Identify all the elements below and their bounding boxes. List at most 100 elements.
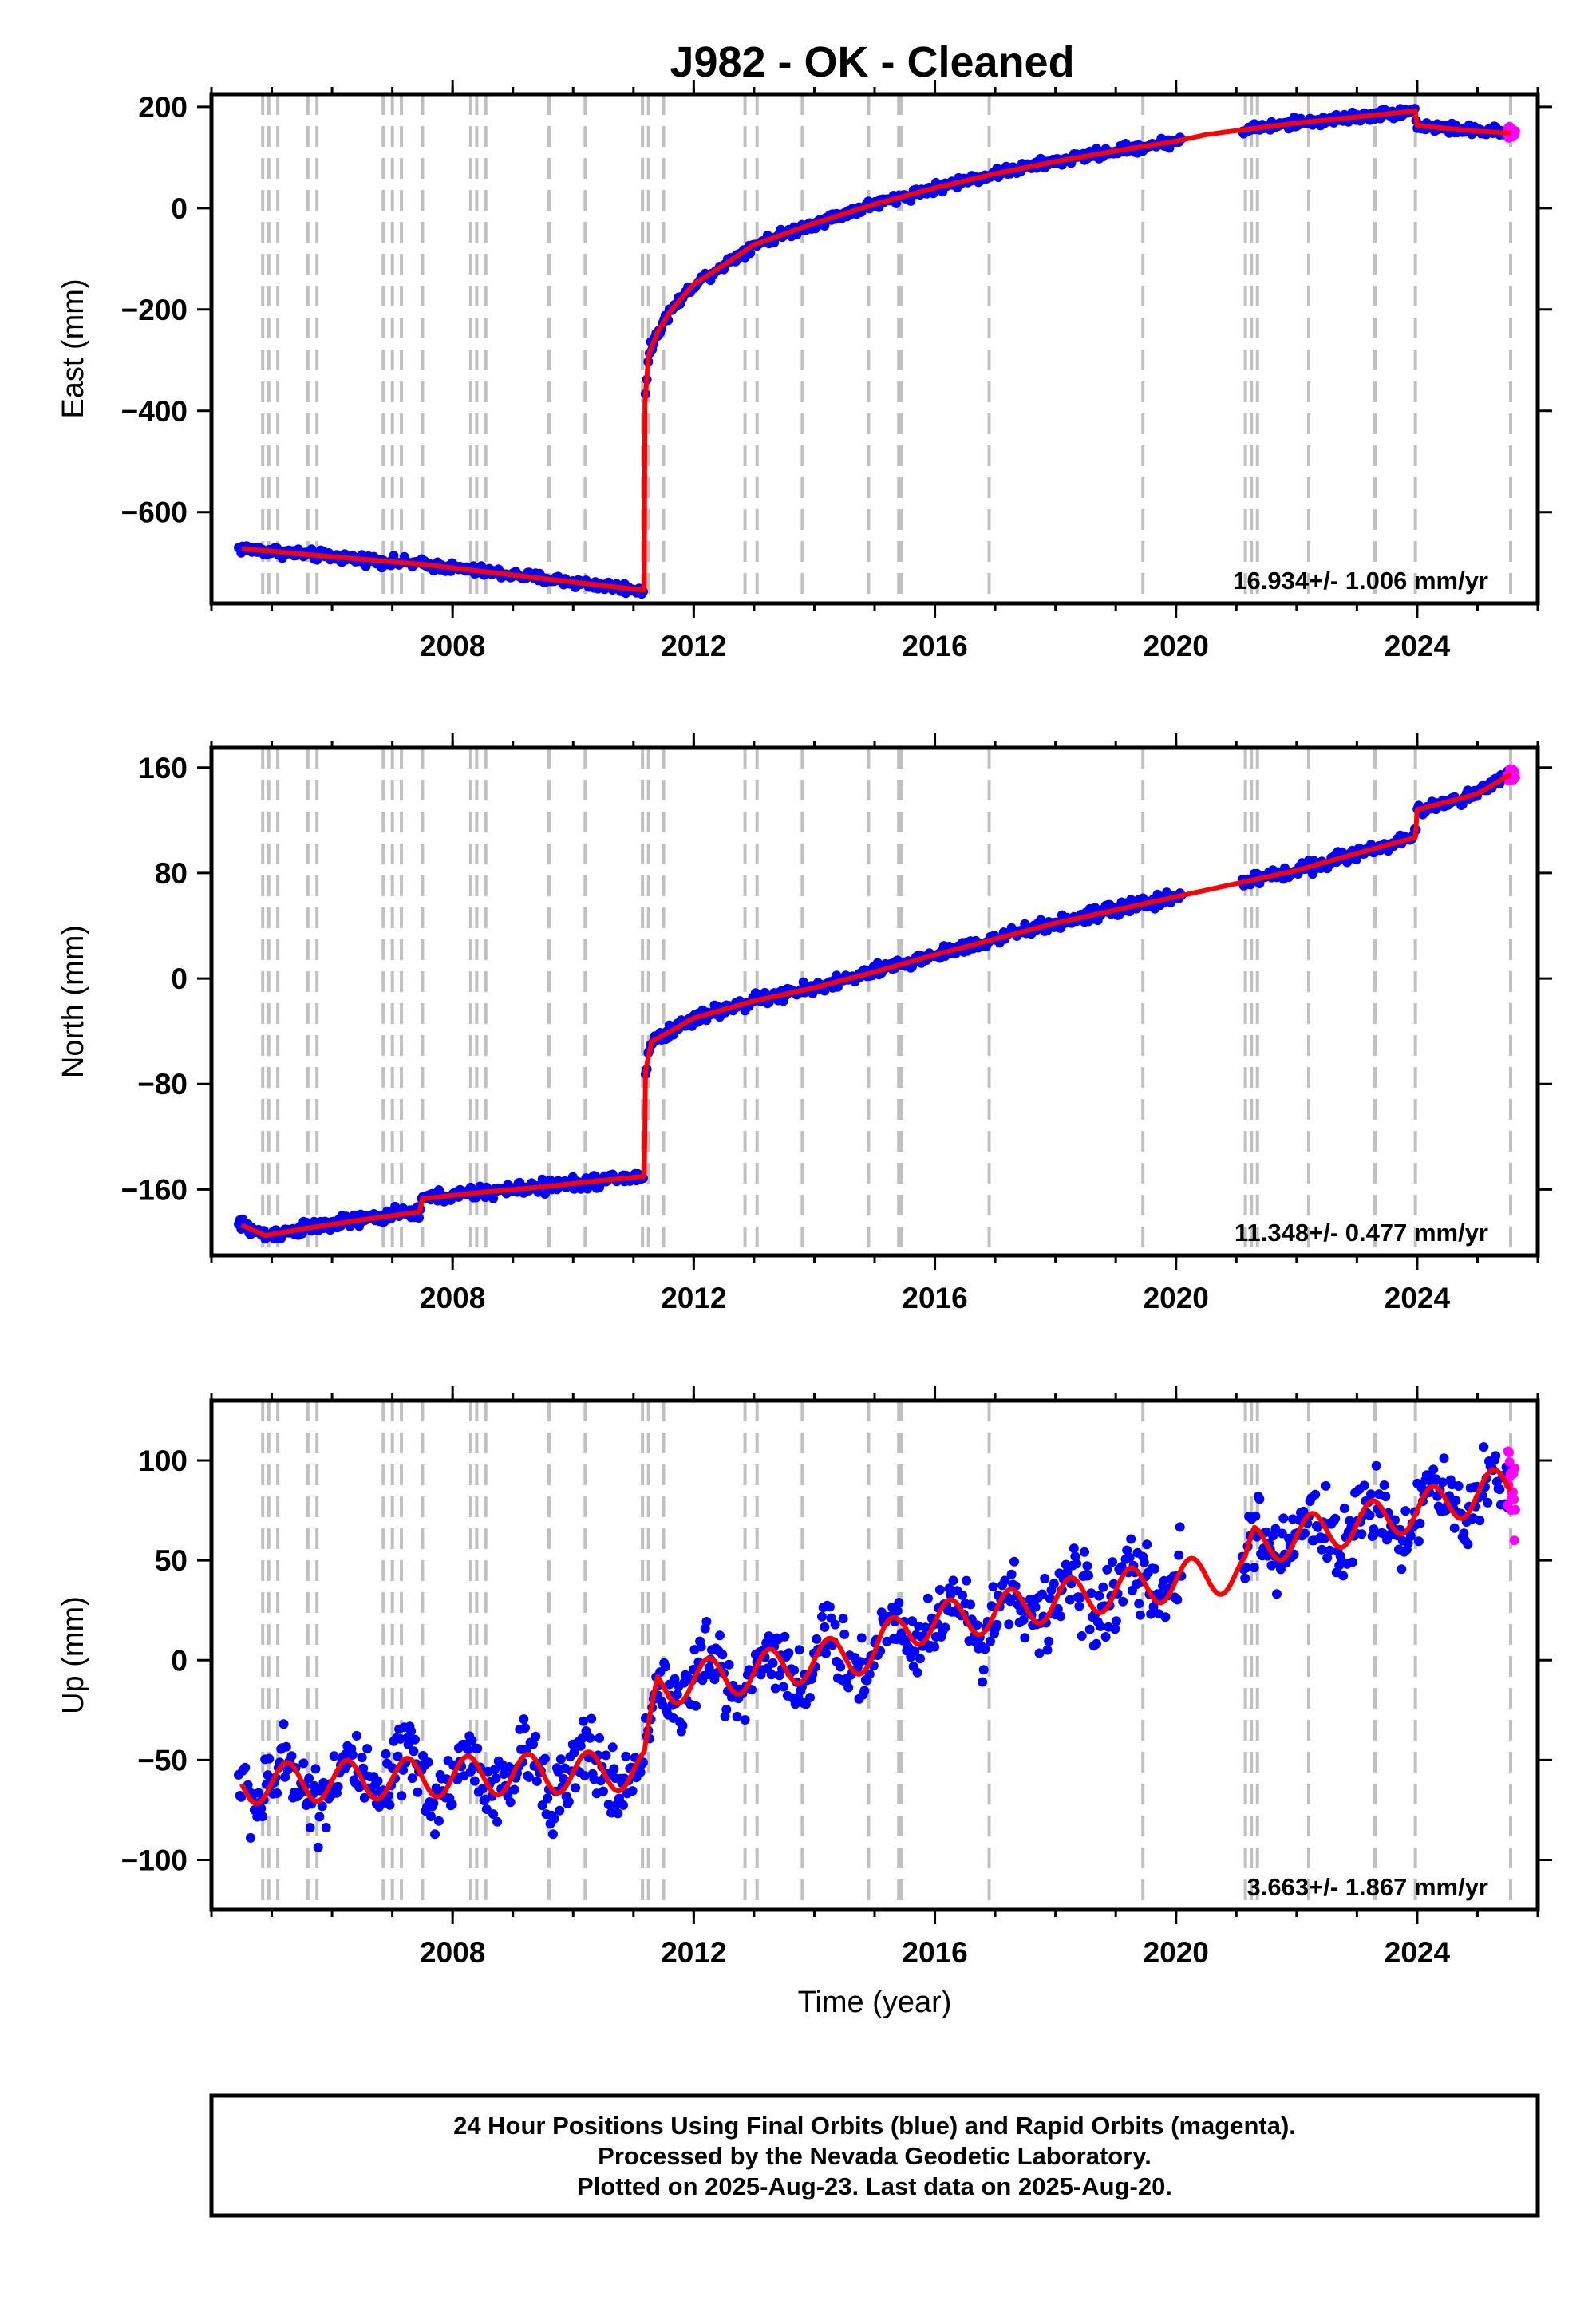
data-point bbox=[912, 1667, 922, 1678]
data-point bbox=[549, 1813, 559, 1824]
data-point bbox=[1174, 1550, 1184, 1560]
data-point bbox=[519, 1714, 529, 1725]
data-point bbox=[1074, 1601, 1084, 1611]
data-point bbox=[915, 1654, 925, 1664]
data-point bbox=[618, 1800, 628, 1810]
data-point bbox=[1310, 1489, 1321, 1500]
data-point bbox=[505, 1797, 516, 1808]
data-point bbox=[314, 1812, 325, 1822]
data-point bbox=[409, 1746, 419, 1757]
data-point bbox=[1483, 1497, 1493, 1508]
data-point bbox=[264, 1753, 275, 1764]
data-point bbox=[1142, 1539, 1152, 1550]
data-point bbox=[543, 1793, 553, 1804]
y-tick-label: −600 bbox=[121, 496, 188, 529]
plot-frame bbox=[209, 92, 1540, 606]
data-point bbox=[1249, 1563, 1259, 1573]
data-point bbox=[1347, 1557, 1357, 1567]
y-tick-label: −200 bbox=[121, 294, 188, 326]
model-fit-line bbox=[239, 108, 1513, 593]
data-point bbox=[740, 1715, 750, 1725]
data-point bbox=[1126, 1534, 1136, 1544]
data-point bbox=[784, 1648, 794, 1658]
plot-frame bbox=[209, 745, 1540, 1258]
data-point bbox=[838, 1614, 848, 1624]
data-point bbox=[413, 1787, 423, 1797]
data-point bbox=[1338, 1571, 1349, 1581]
data-point bbox=[1160, 1612, 1171, 1622]
data-point bbox=[1150, 1563, 1160, 1574]
panel-east: 2008 2012 2016 2020 2024 200 0 −200 −400 −600 East… bbox=[57, 80, 1552, 662]
data-point bbox=[1102, 1564, 1112, 1575]
data-point bbox=[305, 1823, 315, 1832]
data-point bbox=[1495, 1484, 1505, 1495]
data-point bbox=[406, 1726, 417, 1737]
data-point bbox=[1400, 1506, 1411, 1516]
data-point bbox=[240, 1762, 251, 1773]
x-tick-label: 2008 bbox=[420, 1282, 485, 1314]
data-point bbox=[310, 1764, 321, 1774]
data-point bbox=[1044, 1636, 1054, 1646]
data-point bbox=[539, 1753, 550, 1764]
x-tick-label: 2008 bbox=[420, 630, 485, 662]
data-point bbox=[430, 1829, 440, 1840]
data-point bbox=[531, 1731, 541, 1741]
data-point bbox=[1359, 1480, 1369, 1491]
data-point bbox=[357, 1753, 367, 1763]
data-point bbox=[988, 1582, 998, 1592]
data-point bbox=[1510, 773, 1520, 783]
data-point bbox=[472, 1743, 483, 1753]
x-tick-label: 2024 bbox=[1385, 630, 1451, 662]
x-tick-label: 2024 bbox=[1385, 1282, 1451, 1314]
data-point bbox=[1139, 1557, 1149, 1567]
y-tick-label: 0 bbox=[171, 1644, 188, 1677]
data-point bbox=[1453, 1481, 1464, 1491]
data-point bbox=[1135, 1610, 1145, 1620]
velocity-annotation: 11.348+/- 0.477 mm/yr bbox=[1235, 1219, 1488, 1247]
data-point bbox=[362, 1744, 373, 1754]
data-point bbox=[447, 1800, 457, 1810]
data-point bbox=[824, 1602, 835, 1612]
data-point bbox=[407, 1773, 417, 1784]
x-tick-label: 2012 bbox=[661, 1282, 726, 1314]
data-point bbox=[780, 1631, 790, 1642]
data-point bbox=[978, 1677, 988, 1687]
y-axis-label: Up (mm) bbox=[57, 1596, 90, 1714]
panel-up: 2008 2012 2016 2020 2024 100 50 0 −50 −100 Up (mm)… bbox=[57, 1386, 1552, 2019]
x-tick-label: 2020 bbox=[1144, 1936, 1209, 1969]
data-point bbox=[613, 1808, 623, 1819]
footer-line-3: Plotted on 2025-Aug-23. Last data on 202… bbox=[577, 2172, 1172, 2200]
data-point bbox=[1094, 1591, 1104, 1601]
data-point bbox=[948, 1575, 958, 1586]
data-point bbox=[930, 1642, 940, 1652]
data-point bbox=[520, 1723, 530, 1733]
footer-line-1: 24 Hour Positions Using Final Orbits (bl… bbox=[453, 2112, 1296, 2140]
event-lines bbox=[261, 748, 1513, 1255]
y-tick-label: 50 bbox=[155, 1544, 188, 1577]
data-point bbox=[1413, 1536, 1424, 1547]
data-point bbox=[1475, 1516, 1485, 1526]
data-point bbox=[1020, 1633, 1030, 1643]
data-point bbox=[1134, 1599, 1144, 1609]
data-point bbox=[321, 1823, 331, 1832]
y-tick-label: −80 bbox=[137, 1068, 188, 1101]
data-point bbox=[1491, 1451, 1501, 1461]
data-point bbox=[1451, 1496, 1461, 1506]
y-tick-label: 160 bbox=[138, 752, 188, 785]
data-point bbox=[821, 1648, 831, 1658]
data-point bbox=[1175, 1522, 1185, 1532]
data-point bbox=[1510, 126, 1520, 136]
data-point bbox=[351, 1730, 361, 1741]
data-point bbox=[836, 1662, 846, 1672]
data-point bbox=[1018, 1615, 1029, 1625]
data-point bbox=[1278, 1513, 1289, 1524]
data-point bbox=[1250, 1511, 1261, 1521]
data-point bbox=[1072, 1559, 1082, 1569]
data-point bbox=[721, 1705, 732, 1715]
series-0 bbox=[234, 766, 1513, 1244]
data-point bbox=[770, 1683, 780, 1694]
data-point bbox=[1254, 1494, 1265, 1504]
data-point bbox=[373, 1776, 383, 1786]
velocity-annotation: 3.663+/- 1.867 mm/yr bbox=[1247, 1873, 1488, 1901]
data-point bbox=[492, 1816, 503, 1827]
